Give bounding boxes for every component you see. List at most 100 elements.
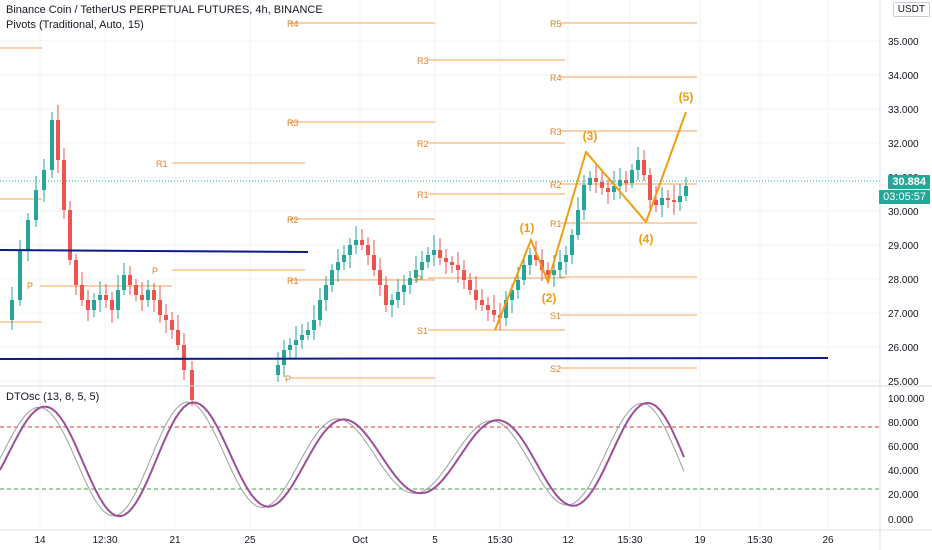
- price-tick-label: 30.000: [888, 207, 919, 218]
- candle-body: [18, 250, 22, 300]
- osc-tick-label: 40.000: [888, 466, 919, 477]
- candle-body: [74, 260, 78, 285]
- countdown-tag: 03:05:57: [879, 190, 930, 204]
- candle-body: [402, 285, 406, 292]
- price-tick-label: 34.000: [888, 71, 919, 82]
- time-axis-label: 26: [822, 535, 834, 546]
- candle-body: [648, 175, 652, 200]
- candle-body: [164, 315, 168, 320]
- candle-body: [426, 255, 430, 262]
- wave-label[interactable]: (2): [542, 291, 557, 305]
- candle-body: [104, 295, 108, 300]
- candle-body: [576, 210, 580, 235]
- candle-body: [80, 285, 84, 300]
- candle-body: [158, 300, 162, 315]
- dto-indicator-label[interactable]: DTOsc (13, 8, 5, 5): [6, 391, 100, 403]
- candle-body: [68, 210, 72, 260]
- candle-body: [678, 196, 682, 202]
- time-axis-label: 15:30: [747, 535, 772, 546]
- candle-body: [10, 300, 14, 320]
- pivot-label: R3: [417, 56, 429, 66]
- pivot-label: P: [416, 274, 422, 284]
- pivot-label: P: [152, 266, 158, 276]
- elliott-wave-line[interactable]: [494, 111, 687, 331]
- candle-body: [384, 285, 388, 305]
- candle-body: [504, 300, 508, 318]
- price-tick-label: 26.000: [888, 343, 919, 354]
- candle-body: [176, 330, 180, 345]
- candle-body: [336, 262, 340, 270]
- candle-body: [306, 330, 310, 335]
- osc-tick-label: 60.000: [888, 442, 919, 453]
- candle-body: [354, 240, 358, 245]
- candle-body: [324, 285, 328, 300]
- candle-body: [182, 345, 186, 370]
- candle-body: [408, 278, 412, 285]
- candle-body: [510, 290, 514, 300]
- candle-body: [372, 255, 376, 270]
- candle-body: [522, 265, 526, 280]
- pivot-label: R1: [287, 276, 299, 286]
- osc-tick-label: 0.000: [888, 515, 913, 526]
- candle-body: [474, 290, 478, 300]
- pivot-label: S1: [417, 326, 428, 336]
- candle-body: [534, 255, 538, 260]
- pivots-indicator-label[interactable]: Pivots (Traditional, Auto, 15): [6, 19, 144, 31]
- candle-body: [618, 180, 622, 186]
- candle-body: [594, 178, 598, 182]
- pivot-label: R2: [417, 139, 429, 149]
- pivot-label: S2: [550, 364, 561, 374]
- candle-body: [170, 320, 174, 330]
- candle-body: [116, 290, 120, 310]
- trendline-upper[interactable]: [0, 249, 309, 253]
- price-tick-label: 27.000: [888, 309, 919, 320]
- wave-label[interactable]: (3): [583, 129, 598, 143]
- pivot-label: R4: [550, 73, 562, 83]
- trendlines[interactable]: [0, 249, 829, 360]
- candle-body: [152, 290, 156, 300]
- candle-body: [672, 200, 676, 202]
- candle-body: [110, 300, 114, 310]
- candle-body: [546, 270, 550, 275]
- trendline-lower[interactable]: [0, 357, 829, 360]
- candle-body: [366, 245, 370, 255]
- candle-body: [666, 198, 670, 200]
- candle-body: [558, 262, 562, 270]
- candle-body: [312, 320, 316, 330]
- wave-label[interactable]: (1): [520, 221, 535, 235]
- time-axis-label: 12:30: [92, 535, 117, 546]
- candle-body: [360, 240, 364, 245]
- price-tick-label: 33.000: [888, 105, 919, 116]
- candle-body: [34, 190, 38, 220]
- candle-body: [552, 270, 556, 275]
- candle-body: [444, 258, 448, 262]
- price-tick-label: 35.000: [888, 37, 919, 48]
- candle-body: [432, 250, 436, 255]
- osc-tick-label: 20.000: [888, 490, 919, 501]
- candle-body: [462, 270, 466, 280]
- candle-body: [624, 180, 628, 183]
- osc-tick-label: 80.000: [888, 418, 919, 429]
- time-axis-label: Oct: [352, 535, 368, 546]
- chart-title[interactable]: Binance Coin / TetherUS PERPETUAL FUTURE…: [6, 4, 323, 16]
- currency-badge[interactable]: USDT: [892, 2, 930, 17]
- candle-body: [450, 262, 454, 265]
- candle-body: [56, 120, 60, 160]
- pivot-label: R5: [550, 19, 562, 29]
- candle-body: [98, 295, 102, 300]
- wave-label[interactable]: (5): [679, 90, 694, 104]
- candle-body: [276, 365, 280, 375]
- candle-body: [438, 250, 442, 258]
- time-axis-label: 15:30: [617, 535, 642, 546]
- candle-body: [414, 270, 418, 278]
- candle-body: [26, 220, 30, 250]
- candle-body: [378, 270, 382, 285]
- osc-tick-label: 100.000: [888, 394, 925, 405]
- candle-body: [570, 235, 574, 255]
- candle-body: [588, 178, 592, 185]
- candle-body: [282, 350, 286, 365]
- time-axis-label: 12: [562, 535, 574, 546]
- wave-label[interactable]: (4): [639, 232, 654, 246]
- pivot-label: R1: [550, 219, 562, 229]
